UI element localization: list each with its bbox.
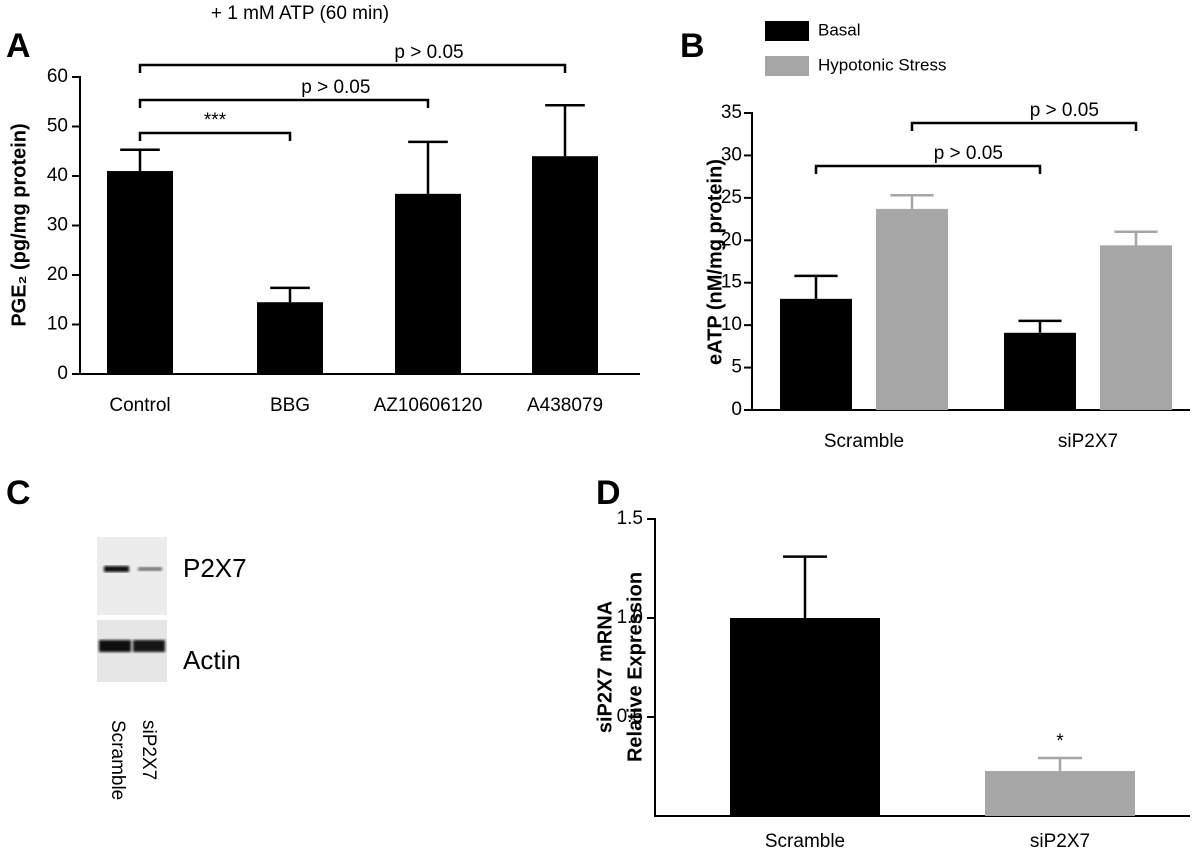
y-tick-label: 20 [721, 229, 742, 250]
y-tick-label: 50 [47, 116, 68, 137]
error-bar [408, 140, 448, 194]
bar [107, 171, 173, 374]
band-label: P2X7 [183, 553, 247, 583]
error-bar [1038, 756, 1082, 772]
chart-title: + 1 mM ATP (60 min) [211, 3, 389, 24]
x-tick-label: siP2X7 [1030, 831, 1090, 852]
y-tick-label: 0 [731, 399, 742, 420]
x-tick-label: Scramble [824, 431, 904, 452]
significance-bracket [138, 98, 430, 108]
error-bar [1018, 319, 1062, 333]
y-tick-label: 30 [47, 215, 68, 236]
y-tick-label: 20 [47, 264, 68, 285]
error-bar [890, 194, 934, 209]
x-tick-label: A438079 [527, 395, 603, 416]
significance-bracket [138, 131, 292, 141]
y-axis-label: siP2X7 mRNA [594, 601, 616, 733]
bar [730, 618, 880, 816]
error-bar [783, 555, 827, 618]
bar [1004, 332, 1076, 410]
error-bar [1114, 230, 1158, 246]
lane-label: Scramble [107, 720, 128, 800]
y-tick-label: 15 [721, 272, 742, 293]
y-tick-label: 30 [721, 144, 742, 165]
significance-label: *** [204, 110, 227, 131]
y-tick-label: 1.5 [617, 508, 643, 529]
blot-band [99, 640, 131, 652]
y-tick-label: 10 [721, 314, 742, 335]
y-tick-label: 0 [57, 363, 68, 384]
significance-bracket [138, 63, 567, 73]
y-tick-label: 5 [731, 357, 742, 378]
y-tick-label: 1.0 [617, 607, 643, 628]
bar [780, 298, 852, 410]
significance-label: p > 0.05 [301, 77, 370, 98]
y-tick-label: 60 [47, 66, 68, 87]
error-bar [270, 286, 310, 303]
y-axis-label: Relative Expression [624, 572, 646, 762]
significance-label: p > 0.05 [1030, 100, 1099, 121]
significance-bracket [814, 164, 1042, 174]
bar [876, 208, 948, 410]
panel-letter: B [680, 27, 705, 65]
blot-band [104, 566, 129, 572]
legend-label: Basal [818, 20, 861, 39]
blot-band [133, 640, 165, 652]
significance-label: p > 0.05 [394, 42, 463, 63]
x-tick-label: AZ10606120 [374, 395, 483, 416]
legend-swatch [765, 21, 809, 41]
y-axis-label: eATP (nM/mg protein) [704, 159, 726, 365]
y-tick-label: 0.5 [617, 706, 643, 727]
blot-band [138, 567, 162, 571]
y-tick-label: 40 [47, 165, 68, 186]
error-bar [545, 103, 585, 157]
x-tick-label: BBG [270, 395, 310, 416]
y-tick-label: 25 [721, 187, 742, 208]
bar [395, 193, 461, 374]
error-bar [120, 148, 160, 172]
y-axis-label: PGE₂ (pg/mg protein) [8, 123, 30, 326]
panel-letter: C [6, 474, 31, 512]
legend-swatch [765, 56, 809, 76]
lane-label: siP2X7 [138, 720, 159, 780]
bar [1100, 245, 1172, 410]
x-tick-label: Scramble [765, 831, 845, 852]
significance-bracket [910, 121, 1138, 131]
panel-letter: A [6, 27, 31, 65]
x-tick-label: siP2X7 [1058, 431, 1118, 452]
panel-letter: D [596, 474, 621, 512]
bar [532, 156, 598, 374]
error-bar [794, 274, 838, 299]
blot-panel [97, 537, 167, 615]
band-label: Actin [183, 645, 241, 675]
y-tick-label: 35 [721, 102, 742, 123]
significance-label: p > 0.05 [934, 143, 1003, 164]
legend-label: Hypotonic Stress [818, 55, 947, 74]
significance-label: * [1056, 731, 1064, 752]
bar [257, 302, 323, 374]
y-tick-label: 10 [47, 314, 68, 335]
bar [985, 771, 1135, 816]
x-tick-label: Control [109, 395, 170, 416]
